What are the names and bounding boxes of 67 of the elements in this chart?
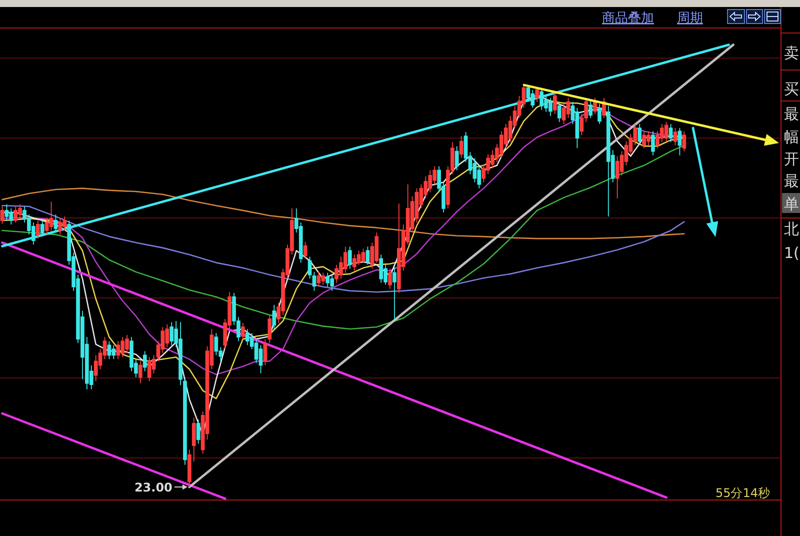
candlestick	[263, 338, 268, 366]
candlestick	[598, 103, 602, 124]
candlestick	[9, 208, 14, 225]
candlestick	[303, 241, 308, 260]
candlestick	[272, 304, 276, 330]
candlestick	[308, 256, 312, 280]
text: 商品叠加	[602, 11, 654, 26]
candlestick	[388, 268, 392, 290]
candlestick	[321, 272, 326, 286]
text: 最	[784, 172, 799, 190]
candlestick	[352, 254, 356, 272]
candlestick	[196, 419, 200, 444]
candlestick	[4, 204, 9, 221]
candlestick	[0, 206, 4, 224]
candlestick	[240, 322, 245, 340]
candlestick	[142, 350, 147, 372]
candlestick	[361, 248, 366, 264]
candlestick	[673, 128, 678, 146]
candlestick	[49, 201, 54, 231]
candlestick	[535, 86, 540, 102]
candlestick	[192, 417, 196, 462]
candlestick	[557, 101, 562, 122]
candlestick	[188, 449, 192, 488]
candlestick	[14, 205, 18, 223]
text: 最	[784, 105, 799, 123]
candlestick	[54, 214, 58, 233]
candlestick	[116, 340, 120, 360]
candlestick	[392, 266, 396, 320]
text: 买	[784, 80, 799, 98]
text: 卖	[784, 44, 799, 62]
candlestick	[651, 130, 655, 156]
text: 北	[784, 220, 799, 238]
candlestick	[454, 146, 459, 171]
candlestick	[668, 124, 673, 143]
candlestick	[638, 124, 642, 146]
candlestick	[40, 220, 44, 238]
candlestick	[348, 246, 352, 270]
candlestick	[366, 246, 370, 266]
candlestick	[58, 218, 62, 235]
candlestick	[552, 91, 557, 114]
candlestick	[36, 220, 40, 240]
candlestick	[170, 322, 174, 346]
text: 1(	[784, 244, 800, 262]
candlestick	[312, 271, 316, 292]
candlestick	[678, 128, 682, 156]
annotation: 55分14秒	[715, 486, 770, 500]
candlestick	[268, 314, 272, 344]
candlestick	[530, 89, 535, 108]
candlestick	[183, 376, 187, 466]
candlestick	[615, 156, 620, 199]
candlestick	[245, 328, 250, 346]
annotation: 23.00	[134, 480, 172, 494]
text: 开	[784, 150, 799, 168]
candlestick	[459, 136, 464, 159]
candlestick	[326, 272, 330, 288]
text: 幅	[784, 128, 799, 146]
candlestick	[112, 344, 116, 360]
candlestick	[147, 356, 152, 382]
candlestick	[664, 122, 668, 142]
candlestick	[62, 216, 67, 231]
candlestick	[379, 254, 384, 284]
text: 周期	[677, 11, 703, 26]
candlestick	[107, 340, 112, 360]
candlestick	[588, 100, 592, 118]
candlestick	[138, 360, 142, 384]
candlestick	[682, 130, 686, 152]
candlestick	[316, 271, 321, 288]
